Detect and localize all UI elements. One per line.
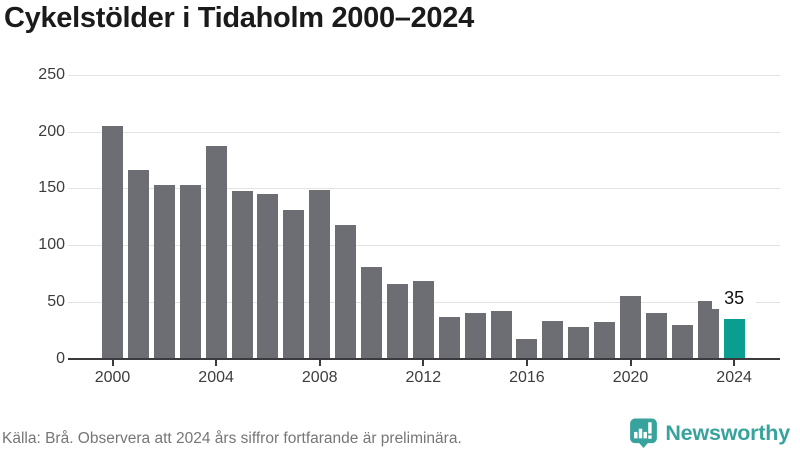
bar-2020 bbox=[620, 296, 641, 359]
chart-title: Cykelstölder i Tidaholm 2000–2024 bbox=[4, 2, 474, 34]
bar-2023 bbox=[697, 300, 719, 359]
bar-2021 bbox=[645, 313, 667, 359]
y-axis-label-100: 100 bbox=[38, 236, 65, 254]
bar-2003 bbox=[179, 185, 201, 359]
bar-2005 bbox=[231, 190, 253, 359]
y-axis-label-50: 50 bbox=[47, 292, 65, 310]
y-axis-label-250: 250 bbox=[38, 66, 65, 83]
x-axis-tick-2012 bbox=[422, 359, 425, 366]
bar-2010 bbox=[361, 266, 382, 359]
y-axis-label-0: 0 bbox=[56, 349, 65, 367]
bar-2001 bbox=[127, 170, 149, 359]
x-axis-tick-2008 bbox=[318, 359, 321, 366]
x-axis-line bbox=[68, 357, 780, 360]
bar-2016 bbox=[516, 339, 538, 359]
x-axis-tick-2016 bbox=[525, 359, 528, 366]
x-axis-tick-2004 bbox=[215, 359, 218, 366]
x-axis-tick-2000 bbox=[111, 359, 114, 366]
bar-2004 bbox=[205, 146, 227, 359]
y-axis-label-200: 200 bbox=[38, 122, 65, 140]
bar-2019 bbox=[594, 322, 616, 359]
x-axis-label-2016: 2016 bbox=[509, 369, 545, 386]
bar-2018 bbox=[568, 326, 590, 359]
bar-2007 bbox=[283, 209, 305, 359]
source-note: Källa: Brå. Observera att 2024 års siffr… bbox=[2, 430, 462, 447]
bar-2008 bbox=[309, 189, 331, 359]
bar-2006 bbox=[257, 194, 279, 359]
x-axis-label-2024: 2024 bbox=[716, 369, 752, 386]
bar-2011 bbox=[386, 283, 408, 359]
x-axis-label-2008: 2008 bbox=[301, 369, 338, 386]
x-axis-tick-2020 bbox=[629, 359, 632, 366]
x-axis-label-2020: 2020 bbox=[612, 369, 649, 386]
bar-2013 bbox=[438, 316, 460, 359]
bar-2012 bbox=[412, 281, 434, 359]
x-axis-tick-2024 bbox=[733, 359, 736, 366]
brand-name: Newsworthy bbox=[665, 420, 790, 445]
bar-2024 bbox=[723, 318, 745, 359]
gridline-100 bbox=[68, 245, 780, 247]
x-axis-label-2004: 2004 bbox=[198, 369, 234, 386]
bar-2015 bbox=[490, 310, 512, 359]
x-axis-label-2000: 2000 bbox=[94, 369, 131, 386]
gridline-250 bbox=[68, 75, 780, 76]
value-label: 35 bbox=[712, 287, 757, 309]
bar-2000 bbox=[102, 126, 123, 359]
bar-2017 bbox=[542, 321, 564, 359]
bar-2014 bbox=[464, 313, 486, 359]
bar-2009 bbox=[335, 224, 357, 359]
bar-2022 bbox=[671, 324, 693, 359]
newsworthy-chart-bubble-icon bbox=[630, 418, 658, 448]
gridline-200 bbox=[68, 131, 780, 133]
gridline-150 bbox=[68, 188, 780, 190]
bar-2002 bbox=[153, 185, 175, 359]
newsworthy-logo[interactable]: Newsworthy bbox=[629, 417, 790, 449]
y-axis-label-150: 150 bbox=[38, 179, 65, 197]
x-axis-label-2012: 2012 bbox=[405, 369, 442, 386]
